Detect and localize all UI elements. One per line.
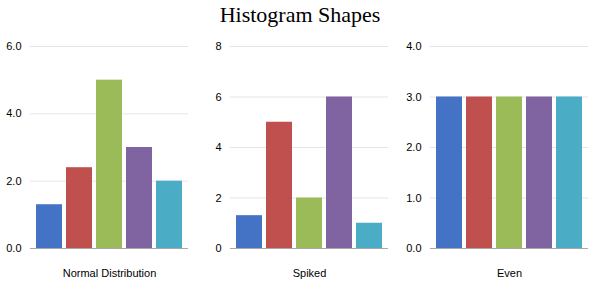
- svg-text:2.0: 2.0: [6, 175, 21, 187]
- svg-text:0.0: 0.0: [406, 242, 421, 254]
- svg-text:Spiked: Spiked: [293, 267, 327, 279]
- svg-text:0: 0: [215, 242, 221, 254]
- svg-text:6.0: 6.0: [6, 40, 21, 52]
- svg-text:6: 6: [215, 91, 221, 103]
- svg-text:2.0: 2.0: [406, 141, 421, 153]
- svg-text:3.0: 3.0: [406, 91, 421, 103]
- svg-text:4.0: 4.0: [6, 107, 21, 119]
- svg-text:4: 4: [215, 141, 221, 153]
- svg-text:0.0: 0.0: [6, 242, 21, 254]
- svg-text:2: 2: [215, 192, 221, 204]
- svg-text:8: 8: [215, 40, 221, 52]
- svg-text:1.0: 1.0: [406, 192, 421, 204]
- svg-text:Normal Distribution: Normal Distribution: [63, 267, 157, 279]
- svg-text:4.0: 4.0: [406, 40, 421, 52]
- svg-text:Even: Even: [497, 267, 522, 279]
- html-text:Histogram Shapes: Histogram Shapes: [219, 2, 381, 27]
